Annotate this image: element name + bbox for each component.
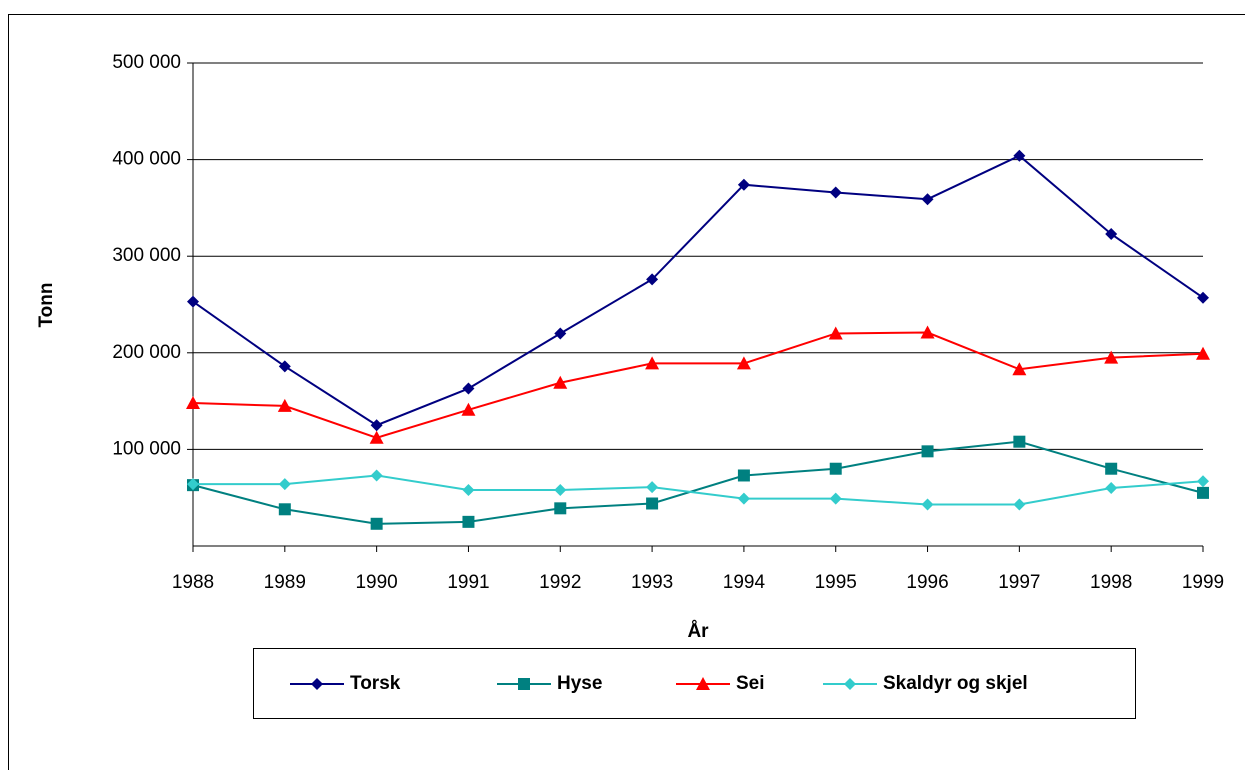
data-point — [461, 402, 476, 416]
data-point — [1013, 435, 1026, 448]
legend-label: Torsk — [350, 673, 401, 694]
data-point — [1197, 291, 1209, 304]
legend-marker — [844, 678, 856, 690]
data-point — [646, 273, 659, 286]
data-point — [370, 469, 383, 482]
x-tick-label: 1998 — [1090, 572, 1132, 593]
data-point — [828, 326, 843, 340]
data-point — [646, 497, 659, 510]
x-tick-label: 1993 — [631, 572, 673, 593]
data-point — [1104, 350, 1119, 364]
data-point — [1197, 486, 1209, 499]
y-tick-label: 100 000 — [112, 438, 181, 459]
y-tick-label: 400 000 — [112, 149, 181, 170]
x-tick-label: 1992 — [539, 572, 581, 593]
x-tick-label: 1990 — [355, 572, 397, 593]
data-point — [1013, 149, 1026, 162]
data-point — [829, 186, 842, 199]
series-line — [193, 474, 1204, 506]
y-tick-label: 300 000 — [112, 245, 181, 266]
data-point — [1105, 462, 1118, 475]
data-point — [278, 478, 291, 491]
y-tick-label: 200 000 — [112, 342, 181, 363]
data-point — [187, 478, 199, 491]
data-point — [462, 515, 475, 528]
x-tick-label: 1995 — [815, 572, 857, 593]
data-point — [187, 295, 199, 308]
data-point — [369, 430, 384, 444]
x-tick-label: 1999 — [1182, 572, 1224, 593]
series-line — [192, 440, 1204, 525]
y-tick-label: 500 000 — [112, 52, 181, 73]
data-point — [1196, 346, 1210, 360]
data-point — [554, 483, 567, 496]
data-point — [646, 481, 659, 494]
data-point — [278, 503, 291, 516]
data-point — [737, 469, 750, 482]
data-point — [462, 483, 475, 496]
data-point — [1105, 482, 1118, 495]
data-point — [737, 178, 750, 191]
data-point — [370, 419, 383, 432]
series-line — [192, 154, 1204, 427]
y-axis-title: Tonn — [36, 282, 57, 327]
data-point — [829, 462, 842, 475]
x-tick-label: 1991 — [447, 572, 489, 593]
data-point — [554, 502, 567, 515]
data-point — [370, 517, 383, 530]
x-tick-label: 1996 — [906, 572, 948, 593]
data-point — [921, 445, 934, 458]
data-point — [737, 492, 750, 505]
legend-marker — [311, 678, 323, 690]
data-point — [645, 356, 660, 370]
data-point — [736, 356, 751, 370]
data-point — [1013, 498, 1026, 511]
data-point — [920, 325, 935, 339]
x-axis-title: År — [687, 621, 709, 642]
legend-marker — [696, 677, 710, 690]
data-point — [553, 375, 568, 389]
data-point — [1105, 227, 1118, 240]
data-point — [1197, 475, 1209, 488]
legend-label: Skaldyr og skjel — [883, 673, 1028, 694]
data-point — [921, 498, 934, 511]
data-point — [278, 360, 291, 373]
legend-marker — [518, 678, 530, 690]
data-point — [829, 492, 842, 505]
data-point — [1012, 362, 1027, 376]
series-line — [192, 331, 1204, 439]
data-point — [462, 382, 475, 395]
legend-label: Sei — [736, 673, 765, 694]
x-tick-label: 1988 — [172, 572, 214, 593]
data-point — [554, 327, 567, 340]
x-tick-label: 1997 — [998, 572, 1040, 593]
x-tick-label: 1989 — [264, 572, 306, 593]
data-point — [277, 398, 292, 412]
data-point — [186, 396, 200, 410]
x-tick-label: 1994 — [723, 572, 766, 593]
chart-frame — [8, 14, 1245, 770]
data-point — [921, 193, 934, 206]
legend-label: Hyse — [557, 673, 602, 694]
